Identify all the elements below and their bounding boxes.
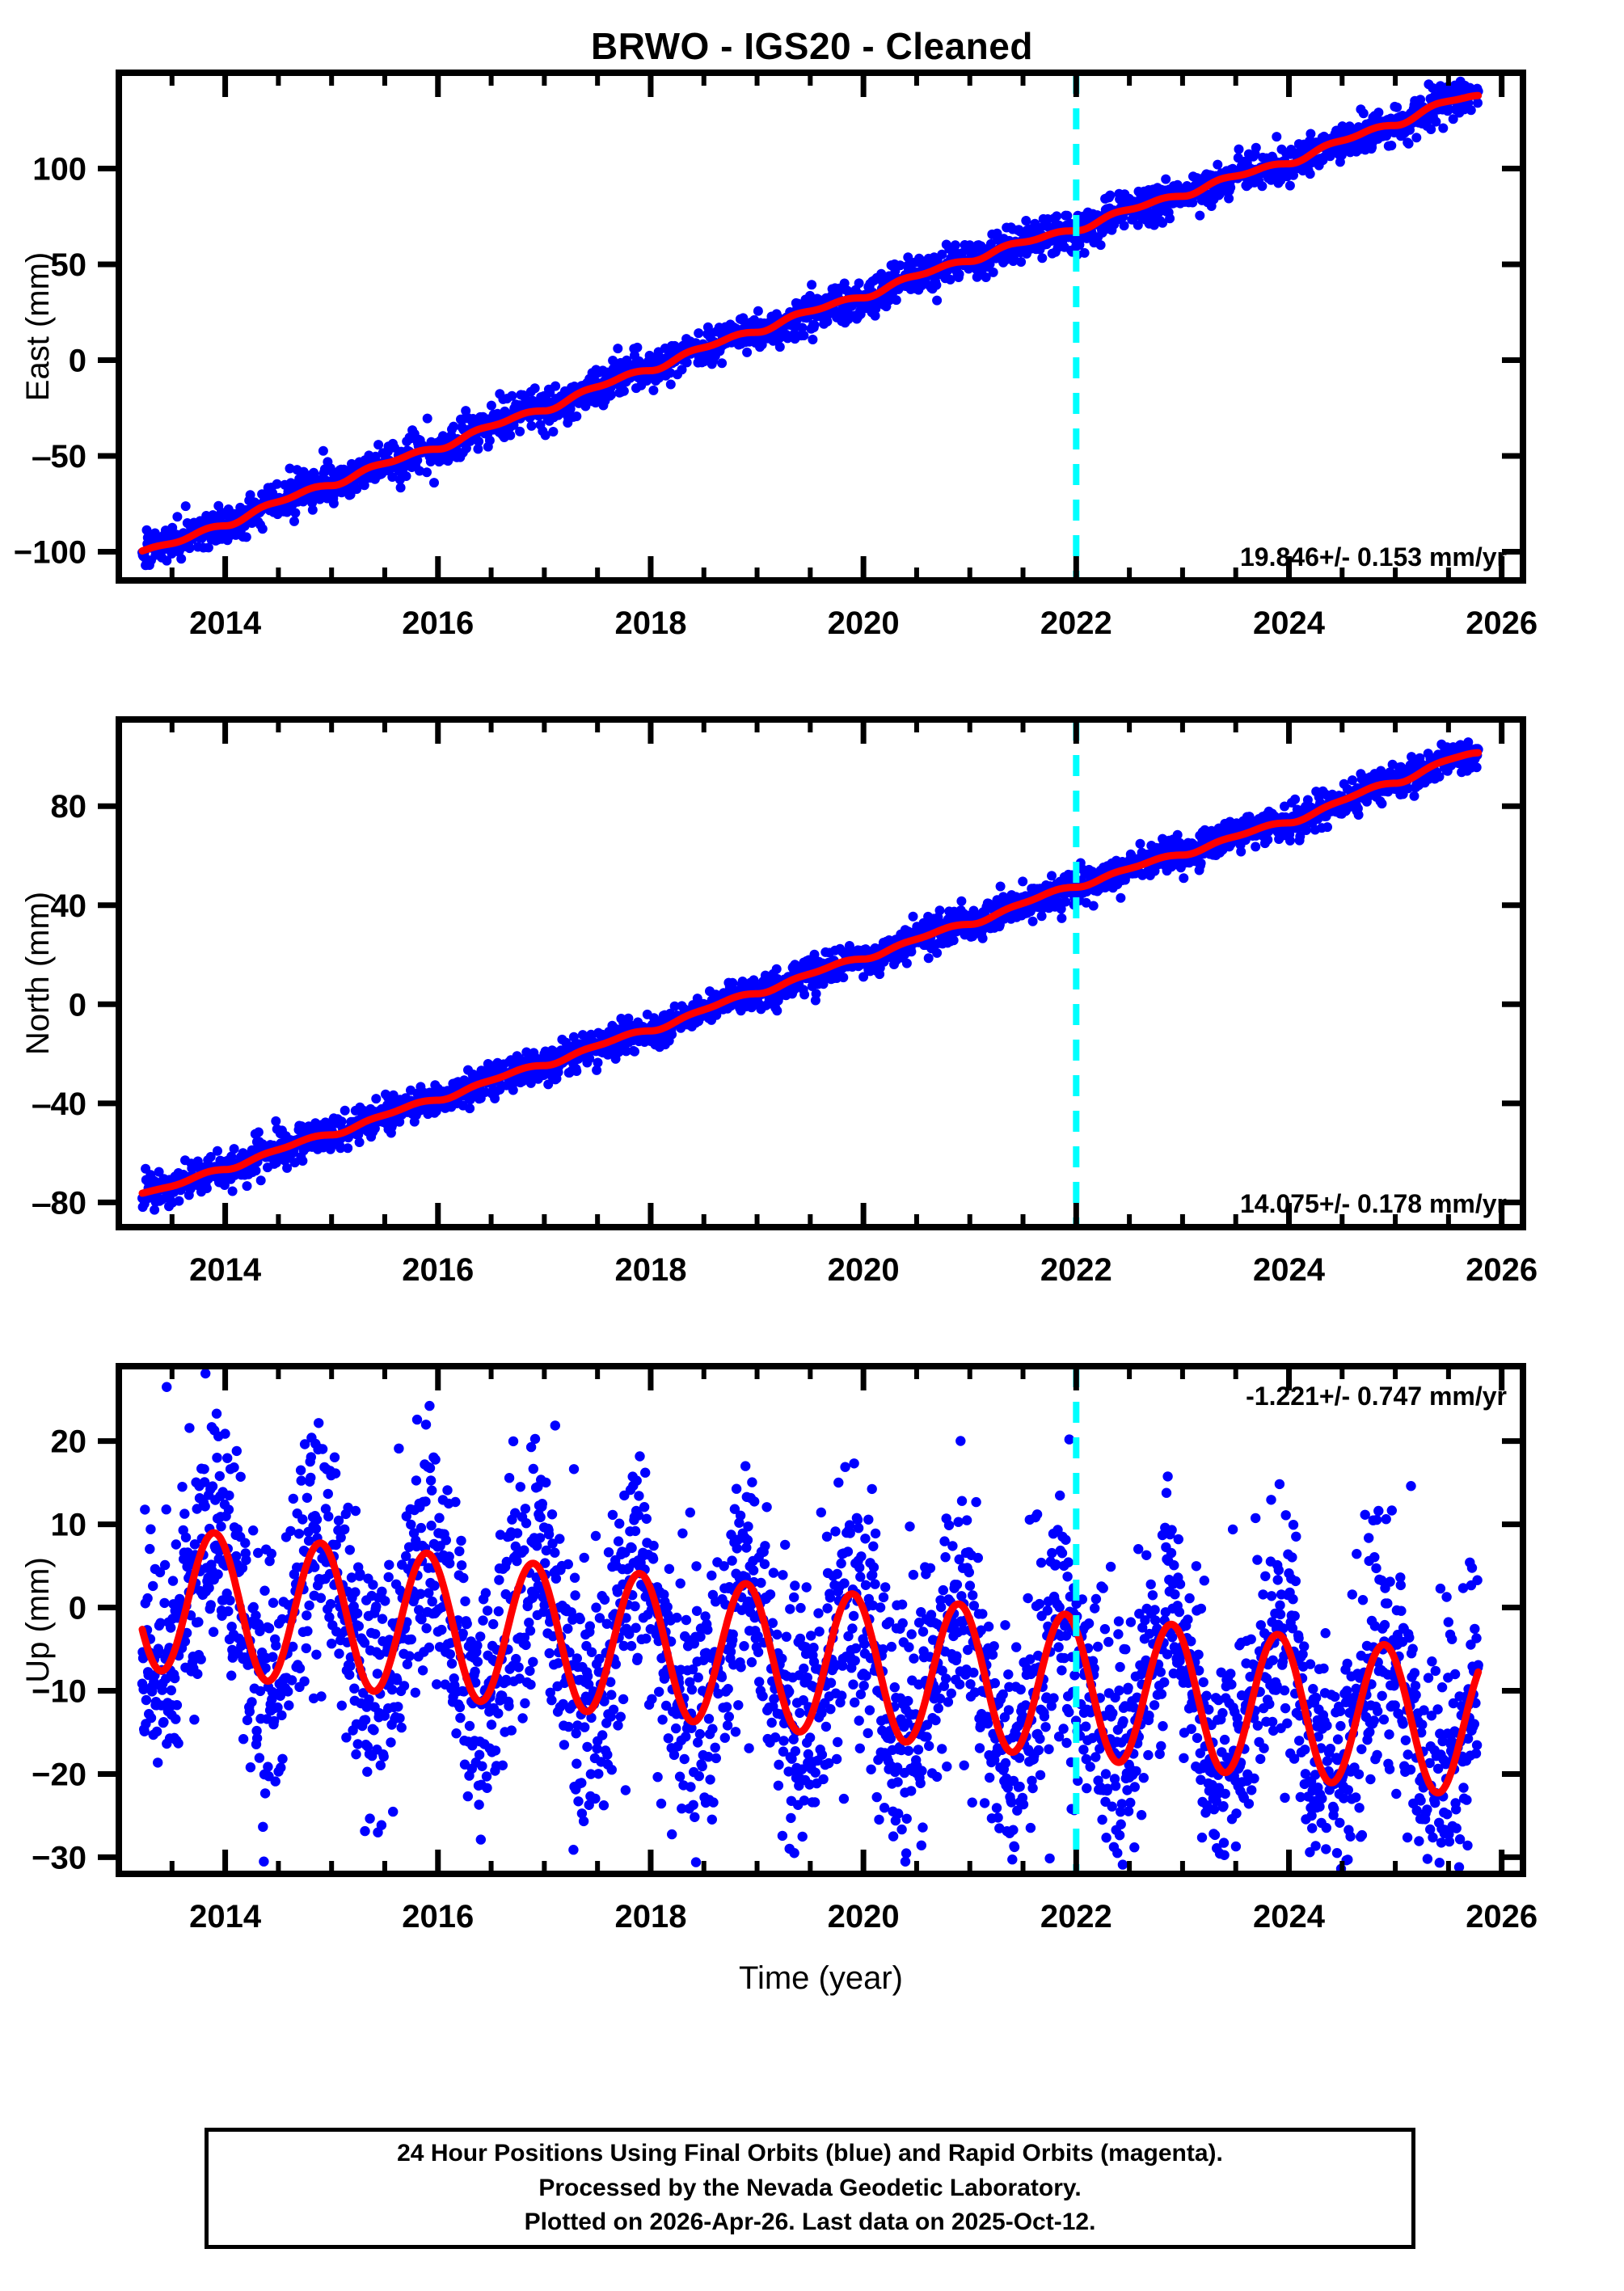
page-title: BRWO - IGS20 - Cleaned (591, 25, 1033, 67)
x-tick-label: 2014 (189, 1252, 262, 1288)
y-axis-label-north: North (mm) (20, 892, 56, 1055)
data-layer-east (137, 76, 1483, 571)
y-axis-east: 100 50 0 ‒50 −100 (14, 151, 1523, 570)
y-tick-label: −10 (32, 1674, 86, 1710)
y-tick-label: 50 (51, 247, 87, 283)
panel-up: 2014 2016 2018 2020 2022 2024 2026 20 10 0 −10 −20 −… (0, 1358, 1624, 2005)
model-trend-line-north (138, 749, 1483, 1197)
y-axis-north: 80 40 0 ‒40 ‒80 (32, 789, 1523, 1221)
x-tick-label: 2026 (1466, 605, 1538, 641)
x-tick-label: 2014 (189, 605, 262, 641)
x-tick-label: 2026 (1466, 1899, 1538, 1934)
outlier-point (789, 1848, 799, 1859)
scatter-points-up (137, 1368, 1483, 1874)
model-trend-line-up (138, 1529, 1483, 1797)
x-tick-label: 2024 (1253, 1252, 1326, 1288)
x-tick-label: 2022 (1040, 605, 1112, 641)
data-layer-up (137, 1368, 1483, 1874)
plot-frame-up (116, 1363, 1526, 1877)
x-tick-label: 2018 (614, 1252, 686, 1288)
y-tick-label: ‒80 (32, 1185, 86, 1221)
x-tick-label: 2018 (614, 605, 686, 641)
outlier-point (162, 1382, 172, 1392)
y-tick-label: −100 (14, 534, 86, 570)
y-tick-label: −20 (32, 1757, 86, 1792)
x-tick-label: 2020 (828, 605, 900, 641)
y-axis-label-east: East (mm) (20, 252, 56, 401)
footer-line-1: 24 Hour Positions Using Final Orbits (bl… (397, 2140, 1223, 2167)
scatter-points-east (137, 76, 1483, 571)
y-tick-label: ‒50 (32, 439, 86, 475)
x-axis-up: 2014 2016 2018 2020 2022 2024 2026 (116, 1366, 1538, 1934)
data-layer-north (137, 737, 1483, 1215)
y-tick-label: 100 (32, 151, 86, 187)
plot-east: 2014 2016 2018 2020 2022 2024 2026 100 50 0 ‒50 −10… (14, 70, 1538, 641)
x-tick-label: 2020 (828, 1899, 900, 1934)
y-tick-label: 80 (51, 789, 87, 825)
rate-annotation-north: 14.075+/- 0.178 mm/yr (1240, 1189, 1507, 1218)
plot-frame-north (116, 716, 1526, 1230)
y-tick-label: 0 (69, 343, 86, 378)
x-tick-label: 2026 (1466, 1252, 1538, 1288)
plot-frame-east (116, 70, 1526, 584)
panel-north: 2014 2016 2018 2020 2022 2024 2026 80 40 0 ‒40 ‒80 N… (0, 711, 1624, 1358)
x-axis-north: 2014 2016 2018 2020 2022 2024 2026 (116, 719, 1538, 1288)
footer-line-3: Plotted on 2026-Apr-26. Last data on 202… (524, 2209, 1096, 2236)
x-tick-label: 2024 (1253, 1899, 1326, 1934)
x-tick-label: 2022 (1040, 1252, 1112, 1288)
rate-annotation-up: -1.221+/- 0.747 mm/yr (1246, 1382, 1507, 1411)
x-tick-label: 2016 (402, 605, 474, 641)
y-tick-label: ‒40 (32, 1086, 86, 1122)
y-tick-label: 20 (51, 1424, 87, 1460)
y-tick-label: 0 (69, 1591, 86, 1626)
plot-north: 2014 2016 2018 2020 2022 2024 2026 80 40 0 ‒40 ‒80 N… (20, 716, 1538, 1288)
x-tick-label: 2016 (402, 1252, 474, 1288)
y-axis-label-up: Up (mm) (20, 1557, 56, 1683)
panel-east: 2014 2016 2018 2020 2022 2024 2026 100 50 0 ‒50 −10… (0, 65, 1624, 711)
rate-annotation-east: 19.846+/- 0.153 mm/yr (1240, 542, 1507, 572)
x-tick-label: 2016 (402, 1899, 474, 1934)
footer-line-2: Processed by the Nevada Geodetic Laborat… (538, 2174, 1082, 2201)
plot-up: 2014 2016 2018 2020 2022 2024 2026 20 10 0 −10 −20 −… (20, 1363, 1538, 1996)
x-tick-label: 2024 (1253, 605, 1326, 641)
y-tick-label: 10 (51, 1508, 87, 1543)
x-tick-label: 2020 (828, 1252, 900, 1288)
y-tick-label: 0 (69, 987, 86, 1023)
x-tick-label: 2014 (189, 1899, 262, 1934)
x-tick-label: 2022 (1040, 1899, 1112, 1934)
footer-caption-box: 24 Hour Positions Using Final Orbits (bl… (205, 2128, 1415, 2249)
x-axis-east: 2014 2016 2018 2020 2022 2024 2026 (116, 73, 1538, 641)
model-trend-line-east (138, 91, 1483, 555)
x-axis-label: Time (year) (739, 1960, 903, 1996)
x-tick-label: 2018 (614, 1899, 686, 1934)
y-axis-up: 20 10 0 −10 −20 −30 (32, 1424, 1523, 1875)
y-tick-label: 40 (51, 888, 87, 924)
y-tick-label: −30 (32, 1840, 86, 1875)
